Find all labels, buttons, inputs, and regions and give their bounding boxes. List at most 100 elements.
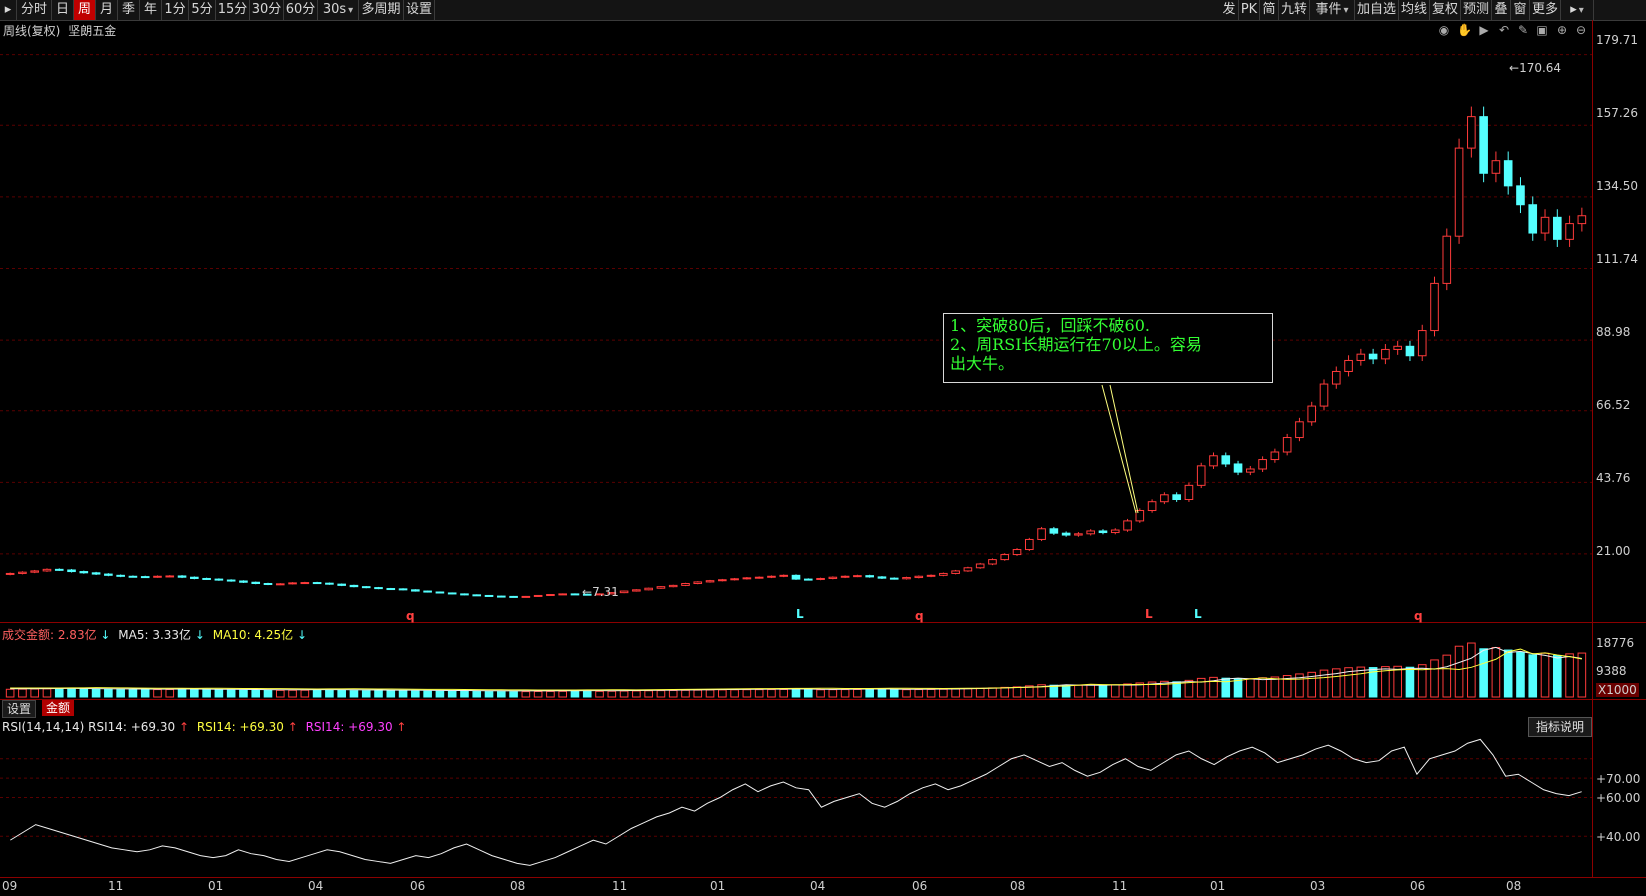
tab-monthly[interactable]: 月 bbox=[96, 0, 118, 20]
candle bbox=[1209, 455, 1218, 467]
tab-amount[interactable]: 金额 bbox=[42, 700, 75, 716]
tab-multi-period[interactable]: 多周期 bbox=[359, 0, 404, 20]
candle bbox=[533, 594, 543, 597]
stock-name: 坚朗五金 bbox=[68, 24, 117, 38]
candle bbox=[411, 589, 420, 592]
post-button[interactable]: 发 bbox=[1220, 0, 1239, 20]
ma-button[interactable]: 均线 bbox=[1399, 0, 1430, 20]
candle bbox=[1368, 353, 1378, 360]
price-tick-label: 134.50 bbox=[1596, 179, 1638, 193]
play-icon[interactable]: ▶ bbox=[1479, 23, 1489, 37]
volume-bar bbox=[1209, 676, 1218, 698]
hand-icon[interactable]: ✋ bbox=[1457, 23, 1472, 37]
candle bbox=[1417, 330, 1427, 357]
volume-bar bbox=[374, 690, 383, 698]
candle bbox=[619, 590, 629, 594]
candle bbox=[1037, 528, 1046, 540]
candle bbox=[116, 574, 125, 577]
candle bbox=[718, 579, 727, 582]
candle bbox=[300, 582, 310, 585]
candle bbox=[546, 594, 555, 597]
undo-icon[interactable]: ↶ bbox=[1498, 23, 1510, 37]
signal-marker: q bbox=[1414, 609, 1423, 623]
forecast-button[interactable]: 预测 bbox=[1461, 0, 1492, 20]
event-dropdown[interactable]: 事件 bbox=[1310, 0, 1355, 20]
volume-bar bbox=[67, 688, 76, 698]
simple-button[interactable]: 简 bbox=[1260, 0, 1279, 20]
time-tick-label: 04 bbox=[308, 879, 324, 893]
indicator-explain-button[interactable]: 指标说明 bbox=[1528, 717, 1592, 737]
rsi1-label: RSI14: +69.30 bbox=[88, 720, 176, 734]
annotation-line: 2、周RSI长期运行在70以上。容易 bbox=[950, 335, 1202, 354]
candle bbox=[582, 593, 592, 596]
volume-bar bbox=[1565, 653, 1574, 698]
candle bbox=[570, 593, 580, 596]
pin-icon[interactable]: ✎ bbox=[1517, 23, 1529, 37]
candle bbox=[926, 574, 936, 577]
pk-button[interactable]: PK bbox=[1239, 0, 1260, 20]
panel-toggle-icon[interactable]: ▸ bbox=[0, 0, 17, 20]
candle bbox=[1110, 529, 1120, 534]
candle bbox=[165, 575, 175, 578]
panel-right-toggle-icon[interactable]: ▸ bbox=[1561, 0, 1594, 20]
volume-bar bbox=[632, 690, 641, 698]
candle bbox=[1479, 116, 1488, 174]
callout-pointer bbox=[1109, 384, 1139, 514]
zoom-in-icon[interactable]: ⊕ bbox=[1556, 23, 1568, 37]
tab-daily[interactable]: 日 bbox=[52, 0, 74, 20]
price-tick-label: 66.52 bbox=[1596, 398, 1631, 412]
candle bbox=[975, 563, 985, 569]
window-button[interactable]: 窗 bbox=[1511, 0, 1530, 20]
volume-bar bbox=[509, 691, 518, 698]
adjust-button[interactable]: 复权 bbox=[1430, 0, 1461, 20]
text-annotation-box[interactable]: 1、突破80后，回踩不破60. 2、周RSI长期运行在70以上。容易 出大牛。 bbox=[943, 313, 1273, 383]
candle bbox=[951, 570, 960, 574]
volume-bar bbox=[828, 689, 838, 698]
candle bbox=[914, 575, 924, 579]
volume-ma10-label: MA10: 4.25亿 bbox=[212, 628, 294, 642]
tab-settings[interactable]: 设置 bbox=[2, 700, 37, 718]
volume-bar bbox=[1368, 667, 1378, 698]
tab-weekly[interactable]: 周 bbox=[74, 0, 96, 20]
candle bbox=[853, 575, 862, 578]
volume-bar bbox=[1528, 654, 1538, 698]
eye-icon[interactable]: ◉ bbox=[1438, 23, 1450, 37]
volume-bar bbox=[42, 688, 52, 698]
volume-bar bbox=[1037, 684, 1046, 698]
zoom-out-icon[interactable]: ⊖ bbox=[1575, 23, 1587, 37]
signal-marker: L bbox=[1145, 607, 1153, 621]
tab-30min[interactable]: 30分 bbox=[250, 0, 284, 20]
candle bbox=[288, 582, 297, 585]
overlay-button[interactable]: 叠 bbox=[1492, 0, 1511, 20]
settings-button[interactable]: 设置 bbox=[404, 0, 435, 20]
volume-bar bbox=[128, 689, 138, 698]
tab-quarterly[interactable]: 季 bbox=[118, 0, 140, 20]
tab-yearly[interactable]: 年 bbox=[140, 0, 162, 20]
volume-bar bbox=[300, 689, 310, 698]
volume-bar bbox=[595, 690, 604, 698]
tab-15min[interactable]: 15分 bbox=[216, 0, 250, 20]
volume-bar bbox=[30, 688, 40, 698]
candle bbox=[779, 574, 789, 577]
volume-bar bbox=[865, 689, 874, 698]
volume-bar bbox=[1491, 646, 1501, 698]
candle bbox=[79, 571, 89, 574]
candle bbox=[472, 594, 482, 597]
lock-icon[interactable]: ▣ bbox=[1536, 23, 1548, 37]
tab-30s-dropdown[interactable]: 30s bbox=[318, 0, 359, 20]
candle bbox=[128, 575, 138, 578]
add-watchlist-button[interactable]: 加自选 bbox=[1355, 0, 1399, 20]
candle bbox=[828, 576, 838, 579]
candle bbox=[496, 595, 506, 598]
rsi-tick-label: +60.00 bbox=[1596, 791, 1641, 805]
tab-1min[interactable]: 1分 bbox=[162, 0, 189, 20]
volume-bar bbox=[1479, 648, 1488, 698]
volume-bar bbox=[1405, 666, 1415, 698]
candle bbox=[693, 581, 703, 585]
candle bbox=[386, 588, 396, 591]
tab-intraday[interactable]: 分时 bbox=[17, 0, 52, 20]
candle bbox=[337, 583, 346, 586]
tab-5min[interactable]: 5分 bbox=[189, 0, 216, 20]
candle bbox=[1540, 216, 1550, 234]
